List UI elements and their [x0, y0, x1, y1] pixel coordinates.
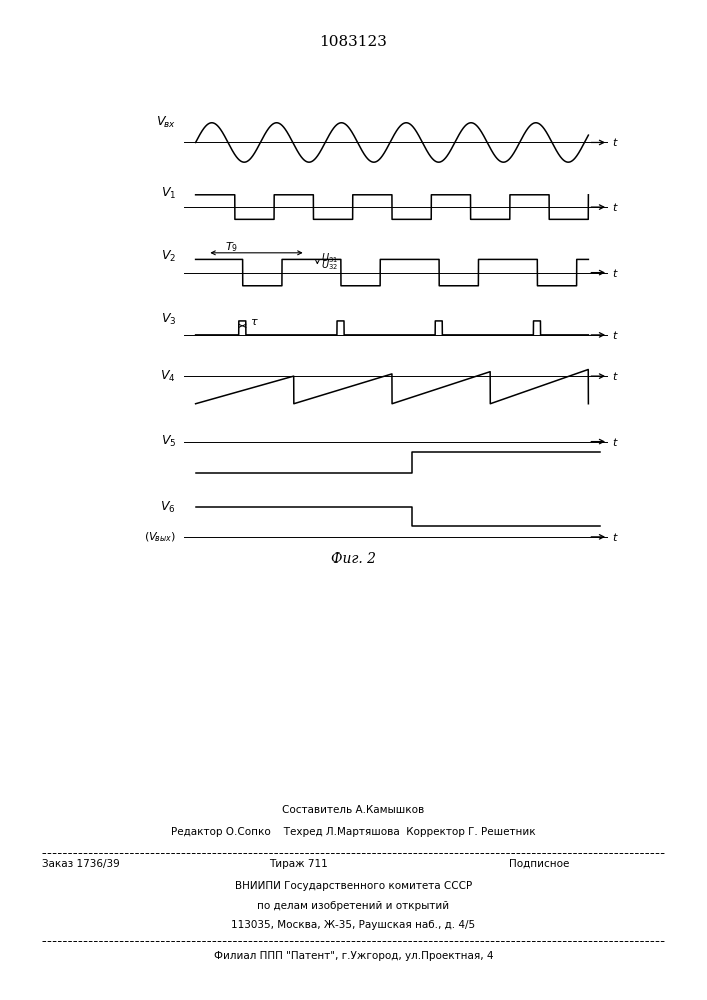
- Text: $V_4$: $V_4$: [160, 369, 176, 384]
- Text: Филиал ППП "Патент", г.Ужгород, ул.Проектная, 4: Филиал ППП "Патент", г.Ужгород, ул.Проек…: [214, 951, 493, 961]
- Text: $t$: $t$: [612, 436, 619, 448]
- Text: $V_5$: $V_5$: [160, 434, 176, 449]
- Text: Редактор О.Сопко    Техред Л.Мартяшова  Корректор Г. Решетник: Редактор О.Сопко Техред Л.Мартяшова Корр…: [171, 827, 536, 837]
- Text: по делам изобретений и открытий: по делам изобретений и открытий: [257, 901, 450, 911]
- Text: $V_3$: $V_3$: [160, 312, 176, 327]
- Text: $U_{31}$: $U_{31}$: [321, 251, 339, 265]
- Text: $V_1$: $V_1$: [160, 186, 176, 201]
- Text: $T_9$: $T_9$: [225, 240, 238, 254]
- Text: $(V_{\!вых})$: $(V_{\!вых})$: [144, 530, 176, 544]
- Text: ВНИИПИ Государственного комитета СССР: ВНИИПИ Государственного комитета СССР: [235, 881, 472, 891]
- Text: $V_{\!вх}$: $V_{\!вх}$: [156, 115, 176, 130]
- Text: $t$: $t$: [612, 531, 619, 543]
- Text: Фиг. 2: Фиг. 2: [331, 552, 376, 566]
- Text: $t$: $t$: [612, 136, 619, 148]
- Text: $V_6$: $V_6$: [160, 499, 176, 515]
- Text: $t$: $t$: [612, 329, 619, 341]
- Text: $V_2$: $V_2$: [160, 249, 176, 264]
- Text: 1083123: 1083123: [320, 35, 387, 49]
- Text: $t$: $t$: [612, 370, 619, 382]
- Text: $t$: $t$: [612, 267, 619, 279]
- Text: $\tau$: $\tau$: [250, 317, 259, 327]
- Text: Тираж 711: Тираж 711: [269, 859, 327, 869]
- Text: Составитель А.Камышков: Составитель А.Камышков: [282, 805, 425, 815]
- Text: $t$: $t$: [612, 201, 619, 213]
- Text: Подписное: Подписное: [509, 859, 569, 869]
- Text: Заказ 1736/39: Заказ 1736/39: [42, 859, 120, 869]
- Text: $U_{32}$: $U_{32}$: [321, 258, 339, 272]
- Text: 113035, Москва, Ж-35, Раушская наб., д. 4/5: 113035, Москва, Ж-35, Раушская наб., д. …: [231, 920, 476, 930]
